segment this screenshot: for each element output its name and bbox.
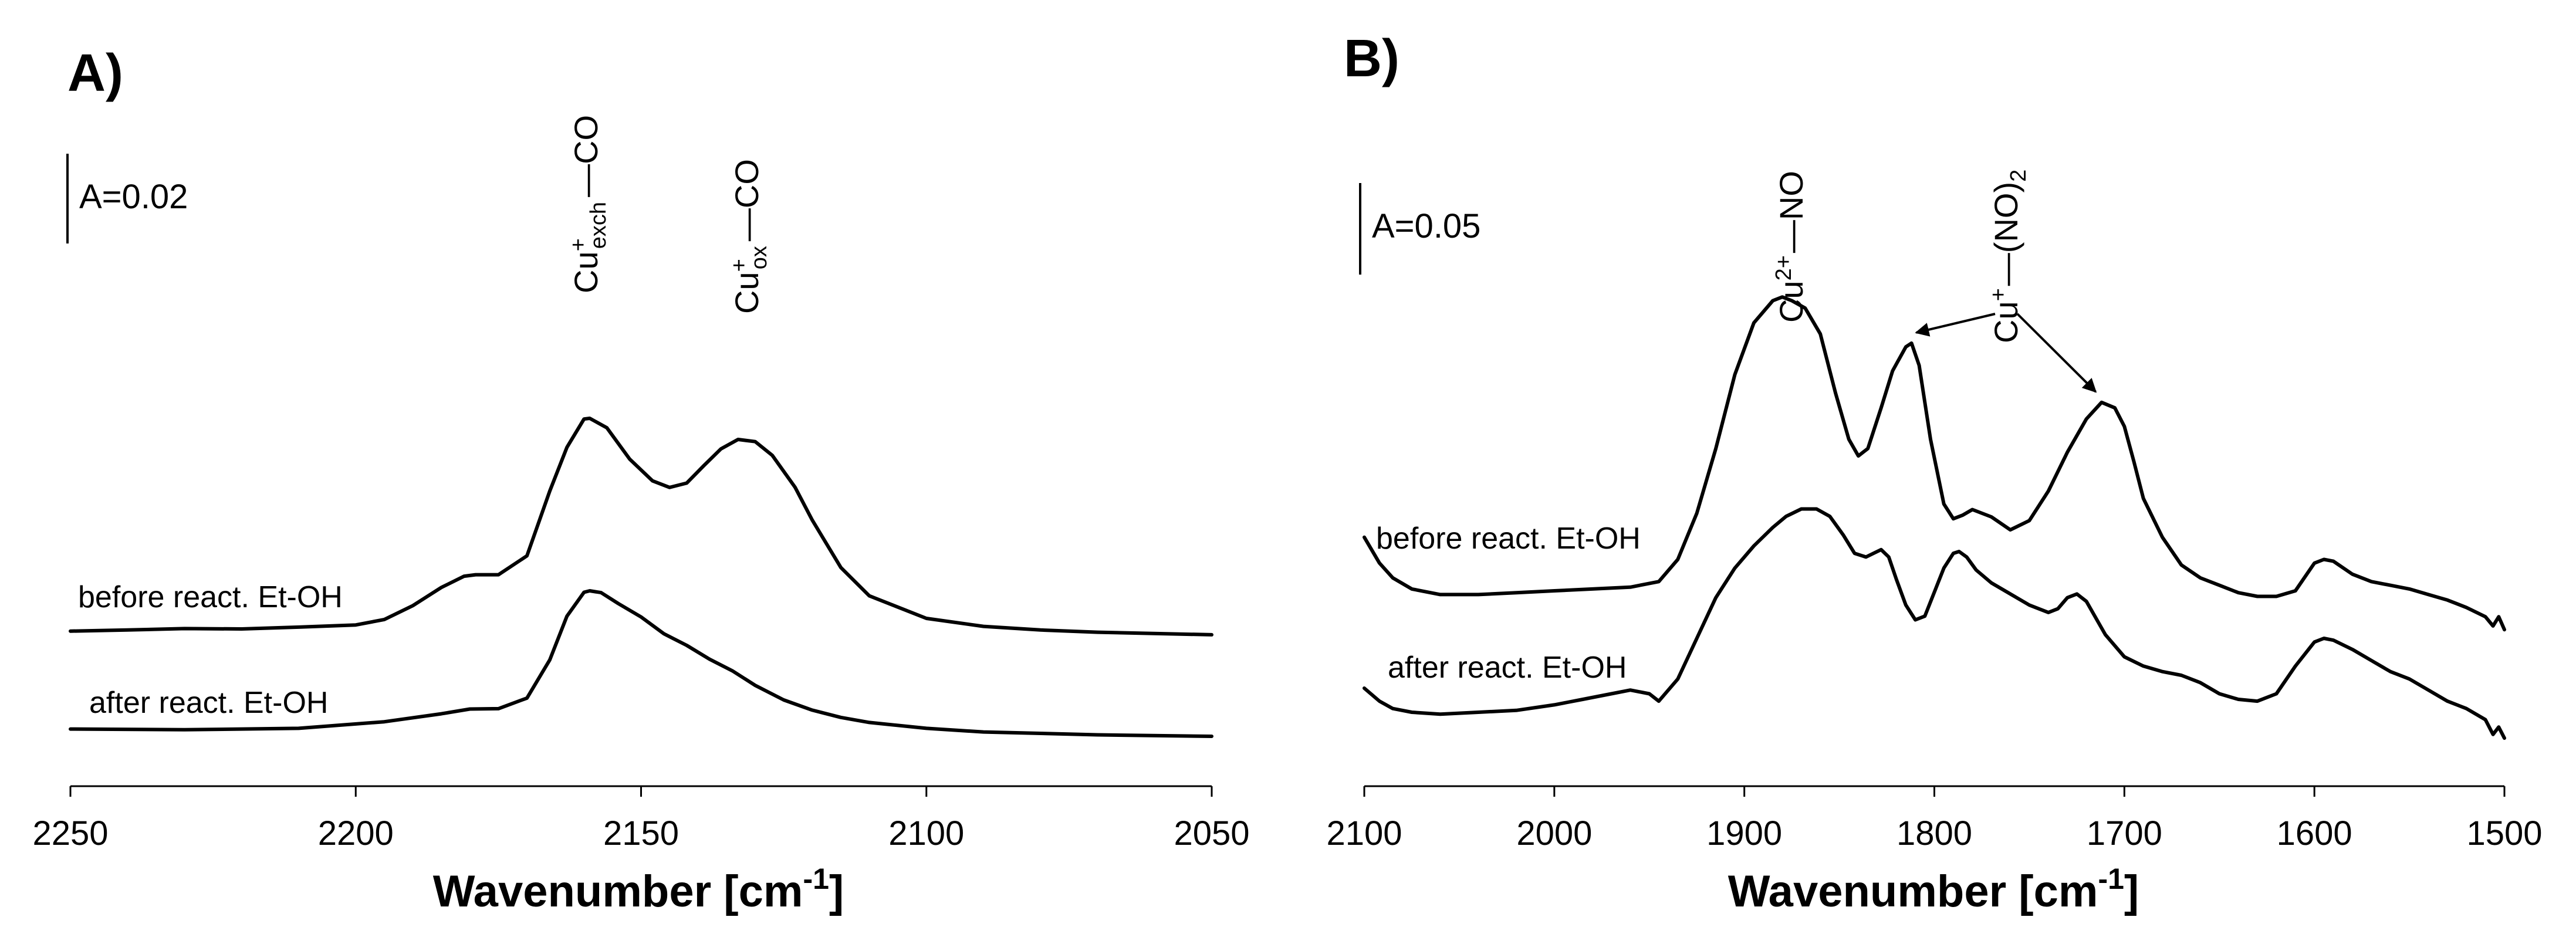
panel-b-peak-cuno2-sup: + (1986, 288, 2011, 301)
panel-a-peak-exch-sup: + (566, 238, 591, 251)
panel-b-peak-cu2-sup: 2+ (1772, 255, 1796, 280)
panel-b-curves (1363, 295, 2506, 740)
panel-a-label: A) (67, 44, 123, 103)
panel-a-xlabel-main: Wavenumber [cm (433, 867, 803, 916)
panel-b-xlabel: Wavenumber [cm-1] (1728, 862, 2139, 916)
panel-a-peak-ox-tail: —CO (728, 159, 765, 241)
panel-b-series-before (1363, 295, 2506, 632)
panel-a-xlabel-end: ] (829, 867, 844, 916)
panel-b-peak-cu2-tail: —NO (1773, 171, 1810, 253)
panel-b-xlabel-end: ] (2124, 867, 2139, 916)
panel-a-tick-label-1: 2200 (318, 814, 394, 852)
panel-a-peak-exch-sub: exch (586, 202, 611, 249)
panel-b-curve-label-before: before react. Et-OH (1376, 522, 1641, 556)
panel-b-peak-label-cu2-no: Cu2+—NO (1772, 171, 1810, 323)
panel-a-series-before (69, 417, 1213, 637)
panel-a-peak-ox-base: Cu (728, 272, 765, 314)
panel-a-scale-label: A=0.02 (79, 178, 188, 216)
panel-a-peak-exch-tail: —CO (567, 115, 604, 197)
panel-b-peak-cu2-base: Cu (1773, 280, 1810, 323)
panel-a-ticks: 2250 2200 2150 2100 2050 (32, 786, 1250, 852)
panel-b-ticks: 2100 2000 1900 1800 1700 1600 1500 (1326, 786, 2543, 852)
panel-b-series-after (1363, 507, 2506, 740)
panel-a-tick-label-2: 2150 (603, 814, 679, 852)
panel-b-curve-label-after: after react. Et-OH (1388, 651, 1627, 685)
panel-b-peak-cuno2-tail: —(NO) (1987, 182, 2024, 286)
panel-a-peak-label-exch: Cu+exch —CO (566, 115, 611, 293)
panel-a: A) A=0.02 2250 2200 2150 2100 2050 before re… (32, 44, 1249, 916)
panel-b-xlabel-main: Wavenumber [cm (1728, 867, 2098, 916)
panel-a-xlabel: Wavenumber [cm-1] (433, 862, 844, 916)
panel-b-scale-label: A=0.05 (1372, 207, 1480, 245)
panel-b-peak-label-cu-no2: Cu+ —(NO)2 (1986, 170, 2031, 343)
panel-a-peak-exch-base: Cu (567, 251, 604, 293)
panel-b-tick-label-2: 1900 (1706, 814, 1782, 852)
panel-a-tick-label-3: 2100 (888, 814, 964, 852)
panel-b-tick-label-1: 2000 (1516, 814, 1592, 852)
panel-a-peak-label-ox: Cu+ox —CO (727, 159, 772, 314)
panel-b-tick-label-0: 2100 (1326, 814, 1402, 852)
panel-b-peak-cuno2-base: Cu (1987, 301, 2024, 343)
panel-a-curve-label-before: before react. Et-OH (78, 580, 343, 614)
panel-a-curves (69, 417, 1213, 738)
panel-b-peak-cuno2-tail-sub: 2 (2006, 170, 2031, 182)
panel-b-xlabel-sup: -1 (2098, 862, 2124, 895)
panel-a-xlabel-sup: -1 (803, 862, 829, 895)
panel-b: B) A=0.05 2100 2000 1900 1800 1700 1600 1500 b… (1326, 29, 2542, 916)
panel-b-tick-label-6: 1500 (2466, 814, 2542, 852)
panel-b-arrow-0 (1915, 313, 1996, 337)
panel-a-tick-label-0: 2250 (32, 814, 108, 852)
panel-b-label: B) (1344, 29, 1399, 88)
panel-a-curve-label-after: after react. Et-OH (89, 686, 328, 720)
panel-a-tick-label-4: 2050 (1174, 814, 1249, 852)
panel-a-peak-ox-sup: + (727, 259, 752, 272)
panel-b-tick-label-4: 1700 (2087, 814, 2162, 852)
panel-b-tick-label-3: 1800 (1896, 814, 1972, 852)
panel-b-tick-label-5: 1600 (2277, 814, 2352, 852)
panel-b-arrow-1 (2016, 313, 2097, 393)
panel-a-peak-ox-sub: ox (747, 246, 772, 269)
panel-a-series-after (69, 589, 1213, 738)
panel-b-arrows (1915, 313, 2097, 393)
